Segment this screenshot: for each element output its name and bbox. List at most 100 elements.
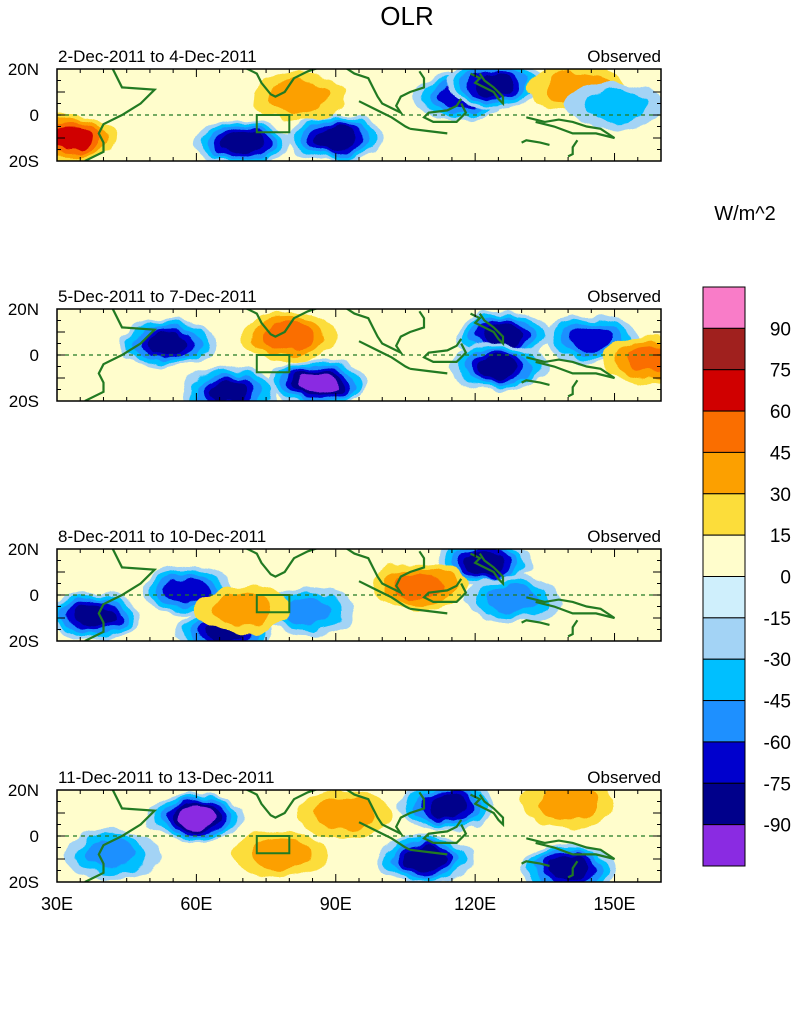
coastlines	[84, 790, 616, 882]
panel-4: 11-Dec-2011 to 13-Dec-2011 Observed 20N 0 20…	[8, 768, 662, 892]
x-tick-label: 150E	[594, 894, 636, 914]
anomaly-contour-8-3	[626, 346, 661, 373]
panel-tag: Observed	[587, 527, 661, 546]
colorbar-box	[702, 658, 746, 702]
anomaly-contour-6-2	[314, 797, 377, 829]
coastline-3	[345, 790, 426, 837]
anomaly-contour-2-5	[426, 794, 469, 818]
coastline-9	[567, 860, 579, 879]
panel-tag: Observed	[587, 768, 661, 787]
anomaly-contour-8-2	[583, 89, 646, 122]
coastline-9	[567, 139, 579, 158]
colorbar: 90 75 60 45 30 15 0 -15 -30 -45 -60 -75 -90	[702, 286, 791, 867]
colorbar-box	[702, 741, 746, 784]
coastline-2	[245, 309, 319, 338]
anomaly-contour-3-5	[73, 604, 115, 627]
colorbar-label: 30	[770, 485, 791, 506]
olr-field	[57, 790, 661, 882]
y-tick-label: 20N	[8, 781, 39, 800]
anomaly-contour-3-5	[477, 355, 520, 378]
y-tick-label: 0	[30, 827, 39, 846]
y-tick-label: 0	[30, 586, 39, 605]
coastline-8	[526, 356, 616, 380]
coastline-5	[409, 367, 448, 375]
panel-3: 8-Dec-2011 to 10-Dec-2011 Observed 20N 0 20S	[8, 527, 662, 651]
colorbar-box	[702, 451, 746, 495]
anomaly-contour-4-5	[547, 857, 589, 880]
coastline-8	[526, 116, 616, 140]
coastline-4	[358, 100, 411, 130]
y-tick-label: 0	[30, 106, 39, 125]
units-label: W/m^2	[714, 203, 776, 225]
panels: 2-Dec-2011 to 4-Dec-2011 Observed 20N 0 20S 5…	[8, 47, 662, 892]
panel-tag: Observed	[587, 47, 661, 66]
coastline-1	[84, 309, 158, 401]
colorbar-box	[702, 824, 746, 867]
panel-date-label: 8-Dec-2011 to 10-Dec-2011	[58, 527, 266, 546]
anomaly-contour-6-5	[208, 380, 250, 401]
colorbar-label: 45	[770, 443, 791, 464]
anomaly-contour-6-2	[211, 592, 274, 625]
colorbar-box	[702, 617, 746, 660]
coastline-10	[521, 379, 550, 386]
panel-date-label: 2-Dec-2011 to 4-Dec-2011	[58, 47, 257, 66]
coastline-5	[409, 127, 448, 135]
coastline-4	[358, 580, 411, 610]
olr-field	[57, 549, 661, 641]
colorbar-label: -15	[764, 609, 791, 630]
coastline-2	[245, 790, 319, 819]
coastline-1	[84, 790, 158, 882]
region-box	[255, 594, 291, 614]
y-tick-label: 20S	[9, 392, 39, 411]
region-box	[255, 354, 291, 374]
coastline-9	[567, 379, 579, 398]
anomaly-contour-8-3	[87, 841, 139, 868]
y-tick-label: 0	[30, 346, 39, 365]
x-tick-label: 120E	[454, 894, 496, 914]
colorbar-box	[702, 782, 746, 826]
coastline-3	[345, 549, 426, 596]
anomaly-contour-5-2	[249, 838, 312, 871]
panel-2: 5-Dec-2011 to 7-Dec-2011 Observed 20N 0 20S	[8, 287, 662, 411]
coastlines	[84, 309, 616, 401]
coastline-2	[245, 549, 319, 578]
x-axis: 30E 60E 90E 120E 150E	[41, 894, 636, 914]
coastline-7	[470, 793, 505, 828]
coastline-7	[470, 72, 505, 107]
coastlines	[84, 69, 616, 161]
colorbar-label: -90	[764, 816, 791, 837]
panel-date-label: 11-Dec-2011 to 13-Dec-2011	[58, 768, 274, 787]
colorbar-box	[702, 700, 746, 743]
coastline-3	[345, 309, 426, 356]
chart-title: OLR	[380, 1, 433, 31]
panel-date-label: 5-Dec-2011 to 7-Dec-2011	[58, 287, 257, 306]
coastline-10	[521, 619, 550, 626]
coastline-5	[409, 848, 448, 856]
region-box	[255, 835, 291, 855]
anomaly-contour-2-4	[164, 578, 210, 603]
anomaly-contour-5-2	[267, 80, 330, 113]
colorbar-label: 15	[770, 526, 791, 547]
colorbar-box	[702, 327, 746, 371]
colorbar-label: -30	[764, 650, 791, 671]
panel-1: 2-Dec-2011 to 4-Dec-2011 Observed 20N 0 20S	[8, 47, 662, 171]
coastline-7	[470, 312, 505, 347]
anomaly-contour-4-3	[282, 597, 334, 625]
anomaly-contour-4-5	[222, 131, 264, 154]
colorbar-label: -45	[764, 692, 791, 713]
anomaly-contour-5-5	[147, 332, 190, 355]
colorbar-box	[702, 410, 746, 453]
x-tick-label: 90E	[320, 894, 352, 914]
coastline-1	[84, 69, 158, 161]
coastline-4	[358, 340, 411, 370]
coastline-10	[521, 860, 550, 867]
colorbar-label: 75	[770, 361, 791, 382]
anomaly-contour-1-6	[176, 806, 217, 829]
olr-field	[57, 69, 661, 161]
y-tick-label: 20N	[8, 540, 39, 559]
y-tick-label: 20S	[9, 152, 39, 171]
anomaly-blobs	[57, 549, 561, 641]
anomaly-contour-1-5	[463, 551, 506, 574]
colorbar-label: 60	[770, 402, 791, 423]
coastline-2	[245, 69, 319, 98]
